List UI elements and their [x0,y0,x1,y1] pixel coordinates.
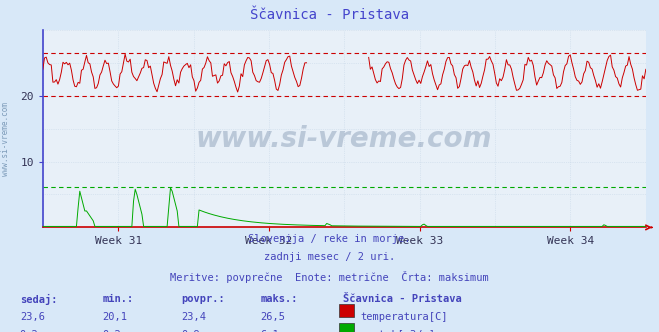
Text: Slovenija / reke in morje.: Slovenija / reke in morje. [248,234,411,244]
Text: Ščavnica - Pristava: Ščavnica - Pristava [250,8,409,22]
Text: temperatura[C]: temperatura[C] [360,312,448,322]
Text: 26,5: 26,5 [260,312,285,322]
Text: 23,4: 23,4 [181,312,206,322]
Text: 23,6: 23,6 [20,312,45,322]
Text: www.si-vreme.com: www.si-vreme.com [1,103,10,176]
Text: maks.:: maks.: [260,294,298,304]
Text: 0,2: 0,2 [20,330,38,332]
Text: Ščavnica - Pristava: Ščavnica - Pristava [343,294,461,304]
Text: Meritve: povprečne  Enote: metrične  Črta: maksimum: Meritve: povprečne Enote: metrične Črta:… [170,271,489,283]
Text: sedaj:: sedaj: [20,294,57,305]
Text: 20,1: 20,1 [102,312,127,322]
Text: zadnji mesec / 2 uri.: zadnji mesec / 2 uri. [264,252,395,262]
Text: 0,2: 0,2 [102,330,121,332]
Text: 0,9: 0,9 [181,330,200,332]
Text: 6,1: 6,1 [260,330,279,332]
Text: pretok[m3/s]: pretok[m3/s] [360,330,436,332]
Text: www.si-vreme.com: www.si-vreme.com [196,124,492,152]
Text: povpr.:: povpr.: [181,294,225,304]
Text: min.:: min.: [102,294,133,304]
